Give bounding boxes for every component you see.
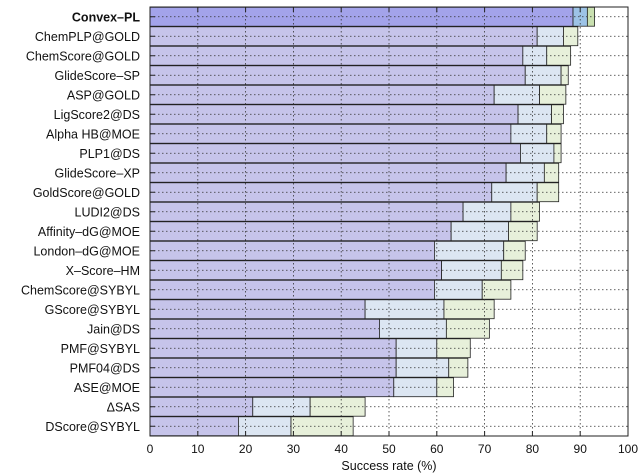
x-tick-label: 50 (382, 442, 396, 456)
category-label: GScore@SYBYL (45, 303, 140, 317)
x-tick-label: 30 (287, 442, 301, 456)
x-axis-title: Success rate (%) (341, 459, 436, 473)
x-tick-label: 20 (239, 442, 253, 456)
category-label: GlideScore–XP (55, 166, 140, 180)
bar-segment-2 (364, 299, 445, 320)
category-label: ΔSAS (107, 400, 140, 414)
category-label: ChemScore@GOLD (26, 49, 140, 63)
bar-segment-1 (149, 318, 380, 339)
x-tick-label: 90 (574, 442, 588, 456)
x-tick-label: 10 (191, 442, 205, 456)
bar-segment-1 (149, 279, 435, 300)
bar-segment-3 (560, 65, 569, 86)
x-axis-ticks: 0 10 20 30 40 50 60 70 80 90 100 (147, 7, 638, 456)
bar-segment-1 (149, 6, 574, 27)
category-label: PLP1@DS (79, 147, 140, 161)
bar-segment-3 (436, 338, 471, 359)
bar-segment-3 (553, 143, 562, 164)
category-label: ASE@MOE (74, 381, 140, 395)
x-tick-label: 40 (335, 442, 349, 456)
bar-segment-3 (551, 104, 564, 125)
bar-segment-2 (252, 396, 311, 417)
gridlines-layer (150, 7, 628, 436)
bar-segment-1 (149, 182, 493, 203)
bar-segment-1 (149, 240, 435, 261)
category-label: LUDI2@DS (75, 205, 141, 219)
bar-segment-2 (434, 240, 505, 261)
category-label: ASP@GOLD (67, 88, 140, 102)
bar-segment-2 (379, 318, 447, 339)
category-label: London–dG@MOE (33, 244, 140, 258)
category-label: GlideScore–SP (55, 69, 140, 83)
x-tick-label: 100 (618, 442, 638, 456)
bar-segment-3 (500, 260, 524, 281)
bar-segment-2 (520, 143, 555, 164)
category-label: LigScore2@DS (54, 108, 140, 122)
category-label: PMF@SYBYL (61, 342, 140, 356)
bar-segment-2 (510, 123, 548, 144)
category-label: PMF04@DS (70, 361, 140, 375)
category-label: DScore@SYBYL (45, 420, 140, 434)
x-tick-label: 80 (526, 442, 540, 456)
bar-segment-1 (149, 260, 442, 281)
bar-segment-2 (450, 221, 509, 242)
category-label: X–Score–HM (66, 264, 140, 278)
category-labels: Convex–PL ChemPLP@GOLD ChemScore@GOLD Glide… (21, 10, 155, 434)
category-label: Affinity–dG@MOE (38, 225, 140, 239)
category-label: Jain@DS (87, 322, 140, 336)
x-tick-label: 70 (478, 442, 492, 456)
category-label: Convex–PL (72, 10, 140, 24)
x-tick-label: 0 (147, 442, 154, 456)
category-label: Alpha HB@MOE (46, 127, 140, 141)
bar-segment-3 (539, 84, 567, 105)
category-label: ChemPLP@GOLD (35, 30, 140, 44)
x-tick-label: 60 (430, 442, 444, 456)
bar-segment-1 (149, 396, 254, 417)
bars-layer (149, 6, 595, 437)
category-label: GoldScore@GOLD (33, 186, 140, 200)
category-label: ChemScore@SYBYL (21, 283, 140, 297)
